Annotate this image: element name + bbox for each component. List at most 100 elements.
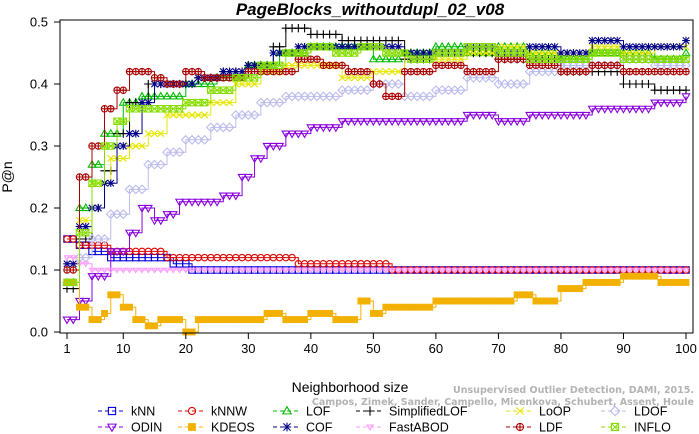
- data-point-cof: [294, 42, 303, 51]
- data-point-odin: [568, 111, 579, 120]
- data-point-loop: [638, 49, 646, 57]
- data-point-lof: [106, 128, 116, 137]
- data-point-kdeos: [294, 316, 302, 324]
- legend-label: LDOF: [634, 405, 668, 419]
- data-point-ldf: [625, 67, 634, 76]
- data-point-simplifiedlof: [681, 86, 691, 95]
- series-line-odin: [67, 96, 687, 321]
- data-point-ldf: [500, 55, 509, 63]
- data-point-kdeos: [126, 303, 133, 311]
- data-point-ldof: [155, 159, 166, 170]
- data-point-kdeos: [88, 316, 96, 324]
- data-point-inflo: [175, 105, 184, 113]
- data-point-kdeos: [313, 309, 321, 317]
- data-point-odin: [224, 192, 235, 201]
- data-point-lof: [393, 54, 404, 63]
- data-point-fastabod: [351, 267, 359, 274]
- data-point-odin: [243, 173, 253, 182]
- x-tick-label: 80: [554, 341, 568, 356]
- data-point-kdeos: [613, 278, 621, 286]
- data-point-fastabod: [182, 267, 190, 274]
- data-point-loop: [626, 49, 634, 57]
- data-point-odin: [268, 142, 278, 151]
- y-tick-label: 0.5: [30, 15, 48, 30]
- data-point-odin: [581, 111, 591, 120]
- data-point-loop: [225, 99, 234, 107]
- data-point-lof: [381, 54, 391, 63]
- data-point-kdeos: [144, 322, 152, 330]
- data-point-ldf: [650, 67, 659, 76]
- data-point-fastabod: [619, 267, 627, 274]
- data-point-ldof: [274, 97, 285, 108]
- data-point-fastabod: [63, 255, 71, 262]
- data-point-cof: [594, 36, 603, 45]
- legend-item-kdeos: KDEOS: [178, 421, 255, 434]
- data-point-loop: [175, 111, 184, 119]
- legend-label: FastABOD: [389, 421, 449, 434]
- data-point-ldf: [344, 67, 353, 76]
- y-axis: 0.0 0.1 0.2 0.3 0.4 0.5: [30, 15, 60, 340]
- data-point-fastabod: [388, 267, 396, 274]
- data-point-ldf: [269, 67, 278, 76]
- data-point-cof: [657, 42, 665, 51]
- data-point-kdeos: [632, 272, 640, 280]
- data-point-fastabod: [463, 267, 471, 274]
- data-point-loop: [482, 49, 490, 57]
- data-point-kdeos: [113, 291, 121, 299]
- data-point-ldf: [525, 61, 534, 70]
- data-point-odin: [181, 198, 191, 207]
- data-point-loop: [132, 142, 140, 150]
- legend-label: KDEOS: [211, 421, 255, 434]
- data-point-ldof: [424, 91, 435, 102]
- data-point-kdeos: [307, 309, 315, 317]
- data-point-ldof: [362, 85, 373, 96]
- data-point-odin: [487, 111, 497, 120]
- data-point-odin: [650, 99, 660, 108]
- data-point-loop: [238, 80, 246, 88]
- data-point-ldf: [194, 67, 203, 76]
- legend: kNN kNNW LOF SimplifiedLOF LoOP LDOF ODIN KDEOS…: [98, 405, 671, 434]
- data-point-loop: [182, 111, 190, 119]
- data-point-kdeos: [344, 316, 352, 324]
- series-line-ldof: [67, 58, 686, 283]
- data-point-inflo: [107, 142, 115, 150]
- data-point-odin: [468, 111, 479, 120]
- data-point-cof: [394, 42, 403, 51]
- data-point-kdeos: [657, 278, 665, 286]
- data-point-loop: [382, 68, 390, 76]
- data-point-lof: [93, 159, 103, 168]
- data-point-fastabod: [457, 267, 465, 274]
- data-point-loop: [188, 111, 196, 119]
- data-point-kdeos: [563, 285, 571, 293]
- data-point-loop: [357, 74, 365, 82]
- data-point-inflo: [457, 49, 465, 57]
- data-point-kdeos: [332, 316, 340, 324]
- data-point-ldf: [350, 67, 359, 76]
- data-point-cof: [607, 36, 615, 45]
- data-point-cof: [663, 42, 672, 51]
- data-point-lof: [118, 97, 128, 106]
- data-point-cof: [557, 49, 565, 57]
- data-point-ldof: [174, 147, 185, 158]
- data-point-ldf: [188, 67, 196, 76]
- data-point-ldf: [388, 92, 396, 101]
- data-point-odin: [274, 142, 285, 151]
- data-point-odin: [381, 118, 391, 127]
- chart-title: PageBlocks_withoutdupl_02_v08: [236, 0, 505, 19]
- data-point-kdeos: [101, 309, 108, 317]
- data-point-odin: [656, 99, 666, 108]
- data-point-odin: [543, 111, 554, 120]
- data-point-fastabod: [394, 267, 402, 274]
- data-point-ldf: [213, 74, 221, 82]
- x-tick-label: 1: [63, 341, 70, 356]
- data-point-ldf: [569, 67, 578, 76]
- data-point-kdeos: [526, 291, 534, 299]
- data-point-cof: [563, 49, 572, 57]
- data-point-ldf: [163, 80, 171, 88]
- data-point-odin: [318, 124, 328, 133]
- data-point-kdeos: [257, 316, 265, 324]
- data-point-ldf: [432, 61, 440, 70]
- data-point-fastabod: [251, 267, 259, 274]
- data-point-loop: [169, 111, 177, 119]
- data-point-simplifiedlof: [331, 30, 341, 39]
